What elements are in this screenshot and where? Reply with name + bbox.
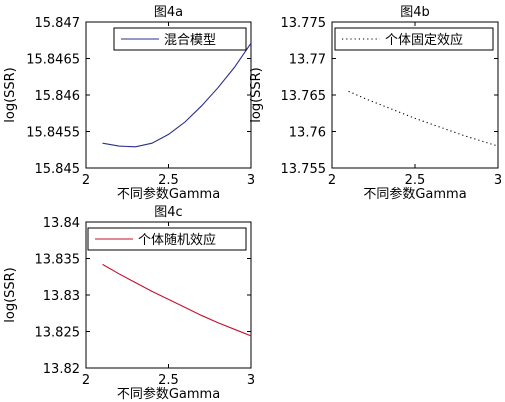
x-tick-label: 2.5	[405, 173, 426, 188]
x-axis-label: 不同参数Gamma	[117, 186, 220, 202]
y-tick-label: 15.845	[35, 162, 81, 177]
series-line-a	[102, 42, 252, 148]
x-tick-label: 2	[328, 173, 336, 188]
x-tick-label: 3	[247, 373, 255, 388]
series-line-c	[102, 263, 252, 337]
legend-box	[87, 227, 247, 251]
y-tick-label: 13.775	[281, 16, 327, 31]
legend-label: 个体随机效应	[138, 232, 216, 248]
y-tick-label: 15.846	[35, 89, 81, 104]
y-tick-label: 13.82	[43, 362, 80, 377]
chart-b: 2 2.5 3 13.755 13.76 13.765 13.77 13.775 图4b 不同参数…	[249, 5, 502, 202]
legend-box	[113, 27, 247, 51]
x-axis-label: 不同参数Gamma	[363, 186, 466, 202]
x-tick-label: 3	[494, 173, 502, 188]
legend-label: 混合模型	[164, 33, 216, 48]
y-tick-label: 13.76	[289, 126, 326, 141]
y-tick-label: 13.765	[281, 89, 327, 104]
x-tick-label: 3	[247, 173, 255, 188]
legend-box	[334, 27, 494, 51]
y-tick-label: 13.83	[43, 289, 80, 304]
y-tick-label: 13.77	[289, 53, 326, 68]
x-tick-label: 2.5	[158, 173, 179, 188]
y-tick-label: 13.835	[35, 253, 81, 268]
chart-title: 图4c	[154, 205, 182, 220]
y-tick-label: 15.8465	[26, 53, 80, 68]
x-tick-label: 2	[82, 373, 90, 388]
y-tick-label: 13.755	[281, 162, 327, 177]
chart-title: 图4a	[154, 5, 183, 20]
chart-title: 图4b	[400, 5, 430, 20]
y-tick-label: 13.825	[35, 326, 81, 341]
y-tick-label: 15.847	[35, 16, 81, 31]
y-axis-label: log(SSR)	[3, 267, 18, 323]
x-axis-label: 不同参数Gamma	[117, 386, 220, 402]
y-tick-label: 13.84	[43, 216, 80, 231]
y-tick-label: 15.8455	[26, 126, 80, 141]
y-axis-label: log(SSR)	[249, 67, 264, 123]
x-tick-label: 2.5	[158, 373, 179, 388]
chart-c: 2 2.5 3 13.82 13.825 13.83 13.835 13.84 图4c 不同参数G…	[3, 205, 255, 402]
y-axis-label: log(SSR)	[3, 67, 18, 123]
x-tick-label: 2	[82, 173, 90, 188]
legend-label: 个体固定效应	[385, 32, 463, 48]
series-line-b	[348, 90, 499, 147]
chart-a: 2 2.5 3 15.845 15.8455 15.846 15.8465 15.847 图4a…	[3, 5, 255, 202]
